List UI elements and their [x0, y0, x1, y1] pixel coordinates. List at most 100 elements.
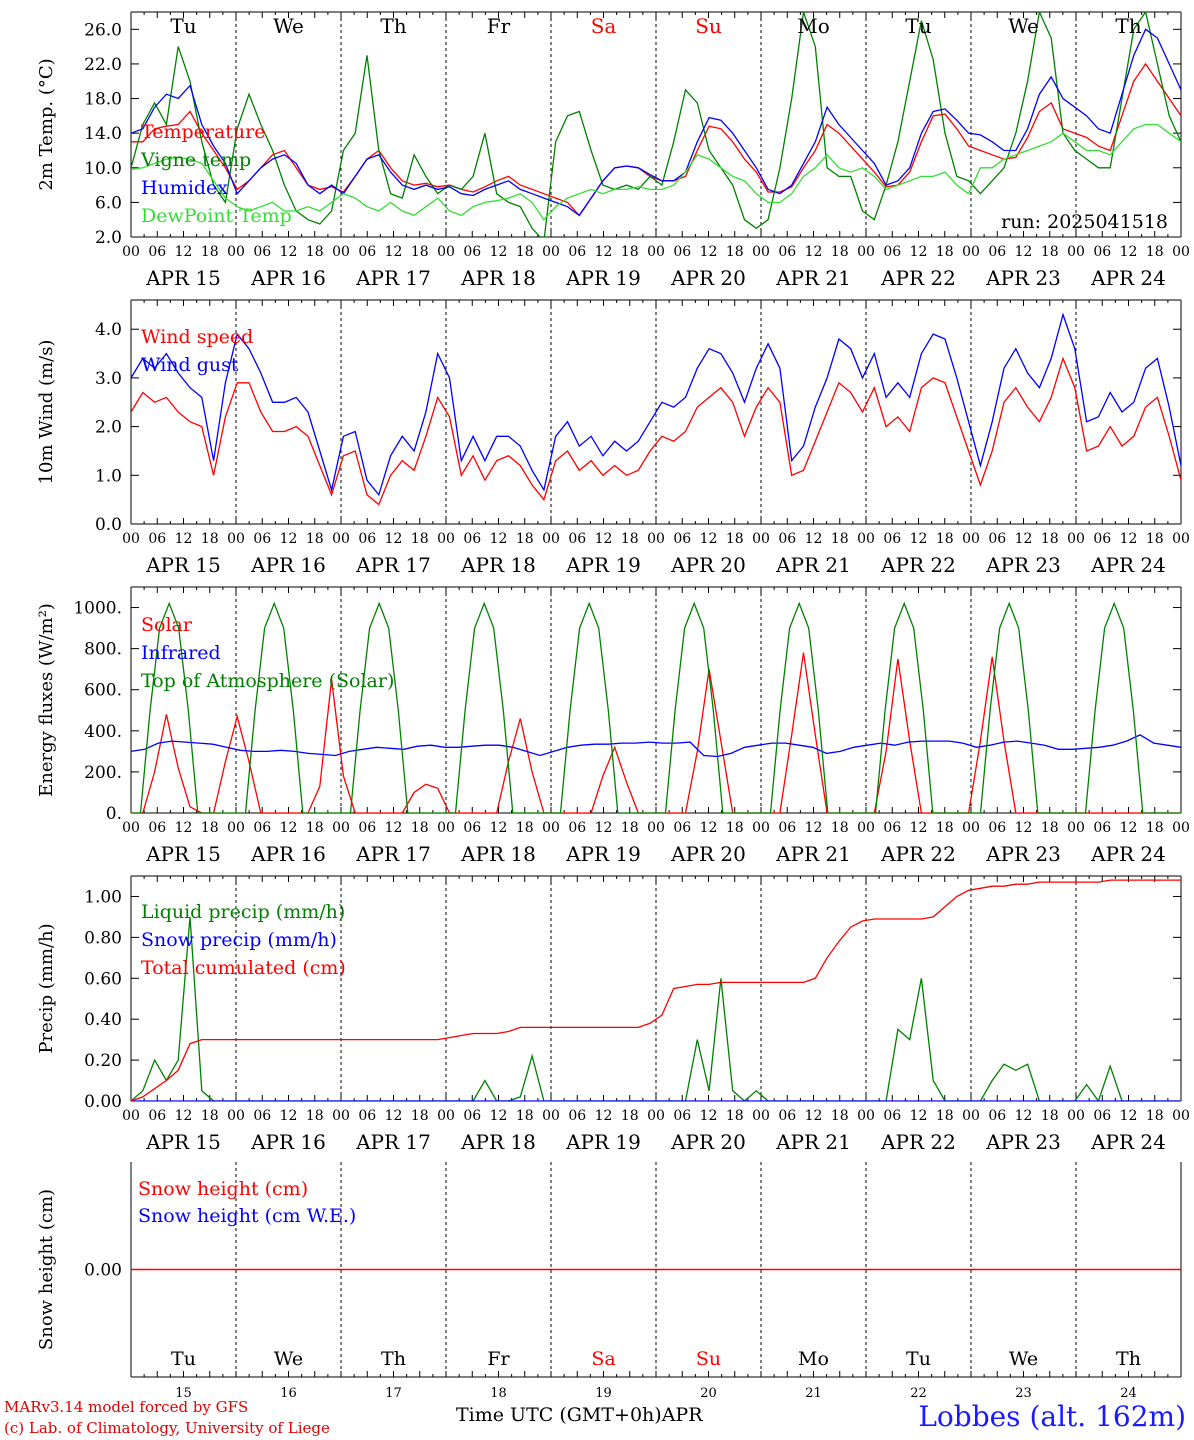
hour-tick-label: 00	[227, 531, 245, 547]
hour-tick-label: 06	[1093, 244, 1111, 260]
day-number-label: 21	[805, 1386, 822, 1401]
hour-tick-label: 18	[411, 531, 429, 547]
hour-tick-label: 12	[385, 820, 403, 836]
hour-tick-label: 00	[857, 820, 875, 836]
y-tick-label: 2.0	[95, 418, 122, 438]
hour-tick-label: 00	[857, 531, 875, 547]
hour-tick-label: 00	[962, 531, 980, 547]
hour-tick-label: 12	[805, 244, 823, 260]
hour-tick-label: 00	[752, 1108, 770, 1124]
hour-tick-label: 18	[621, 531, 639, 547]
date-label: APR 21	[775, 842, 851, 866]
date-label: APR 21	[775, 553, 851, 577]
date-label: APR 15	[145, 266, 221, 290]
y-tick-label: 6.0	[95, 193, 122, 213]
y-axis-label: 2m Temp. (°C)	[36, 58, 57, 190]
hour-tick-label: 00	[332, 244, 350, 260]
y-tick-label: 0.80	[84, 928, 122, 948]
y-axis-label: Precip (mm/h)	[36, 923, 57, 1053]
series-line-0	[131, 652, 1181, 813]
hour-tick-label: 12	[1120, 531, 1138, 547]
hour-tick-label: 18	[936, 244, 954, 260]
legend-entry: Infrared	[141, 642, 221, 664]
hour-tick-label: 00	[1172, 1108, 1190, 1124]
hour-tick-label: 06	[883, 531, 901, 547]
day-number-label: 23	[1015, 1386, 1032, 1401]
date-label: APR 20	[670, 842, 746, 866]
hour-tick-label: 06	[568, 820, 586, 836]
hour-tick-label: 18	[1146, 531, 1164, 547]
lab-credit: (c) Lab. of Climatology, University of L…	[4, 1419, 330, 1437]
y-axis-label: Energy fluxes (W/m²)	[36, 603, 57, 797]
weekday-label: Tu	[171, 1348, 196, 1370]
date-label: APR 18	[460, 842, 536, 866]
date-label: APR 22	[880, 553, 956, 577]
weekday-label: We	[273, 14, 304, 38]
hour-tick-label: 06	[358, 820, 376, 836]
hour-tick-label: 12	[700, 1108, 718, 1124]
legend-entry: Total cumulated (cm)	[141, 957, 346, 979]
weekday-label: Tu	[905, 14, 931, 38]
hour-tick-label: 00	[752, 531, 770, 547]
weekday-label: Fr	[487, 14, 511, 38]
hour-tick-label: 18	[516, 531, 534, 547]
hour-tick-label: 00	[227, 244, 245, 260]
weekday-label: Mo	[798, 1348, 829, 1370]
hour-tick-label: 00	[1172, 820, 1190, 836]
hour-tick-label: 12	[1015, 244, 1033, 260]
hour-tick-label: 06	[148, 820, 166, 836]
weekday-label: We	[1008, 14, 1039, 38]
hour-tick-label: 00	[332, 1108, 350, 1124]
hour-tick-label: 06	[463, 820, 481, 836]
series-line-0	[131, 916, 1181, 1101]
y-tick-label: 0.20	[84, 1051, 122, 1071]
date-label: APR 21	[775, 266, 851, 290]
hour-tick-label: 00	[332, 531, 350, 547]
y-tick-label: 10.0	[84, 159, 122, 179]
legend-entry: Wind speed	[141, 326, 253, 348]
legend-entry: Humidex	[141, 177, 228, 199]
hour-tick-label: 00	[122, 820, 140, 836]
day-number-label: 20	[700, 1386, 717, 1401]
hour-tick-label: 00	[962, 1108, 980, 1124]
date-label: APR 17	[355, 266, 431, 290]
hour-tick-label: 12	[910, 1108, 928, 1124]
hour-tick-label: 06	[883, 1108, 901, 1124]
y-tick-label: 0.00	[84, 1261, 122, 1281]
run-annotation: run: 2025041518	[1001, 211, 1168, 233]
hour-tick-label: 00	[227, 1108, 245, 1124]
y-tick-label: 14.0	[84, 124, 122, 144]
hour-tick-label: 18	[1146, 820, 1164, 836]
hour-tick-label: 06	[988, 1108, 1006, 1124]
hour-tick-label: 18	[306, 244, 324, 260]
series-line-2	[131, 601, 1181, 813]
day-number-label: 15	[175, 1386, 192, 1401]
legend-entry: Top of Atmosphere (Solar)	[141, 670, 394, 692]
y-tick-label: 1.00	[84, 887, 122, 907]
series-line-1	[131, 12, 1181, 237]
hour-tick-label: 06	[778, 531, 796, 547]
date-label: APR 23	[985, 266, 1061, 290]
hour-tick-label: 12	[1120, 1108, 1138, 1124]
hour-tick-label: 12	[805, 531, 823, 547]
date-label: APR 16	[250, 1130, 326, 1154]
legend-entry: Snow height (cm W.E.)	[138, 1205, 356, 1227]
hour-tick-label: 06	[1093, 820, 1111, 836]
legend-entry: DewPoint Temp	[141, 205, 292, 227]
y-tick-label: 22.0	[84, 55, 122, 75]
hour-tick-label: 12	[1015, 1108, 1033, 1124]
hour-tick-label: 18	[726, 1108, 744, 1124]
hour-tick-label: 00	[752, 820, 770, 836]
date-label: APR 17	[355, 842, 431, 866]
hour-tick-label: 18	[411, 244, 429, 260]
weekday-label: We	[274, 1348, 303, 1370]
hour-tick-label: 12	[385, 1108, 403, 1124]
hour-tick-label: 00	[962, 820, 980, 836]
hour-tick-label: 06	[463, 1108, 481, 1124]
weekday-label: Sa	[591, 1348, 615, 1370]
hour-tick-label: 18	[936, 1108, 954, 1124]
hour-tick-label: 18	[621, 820, 639, 836]
weekday-label: Th	[1115, 14, 1141, 38]
hour-tick-label: 00	[1067, 820, 1085, 836]
